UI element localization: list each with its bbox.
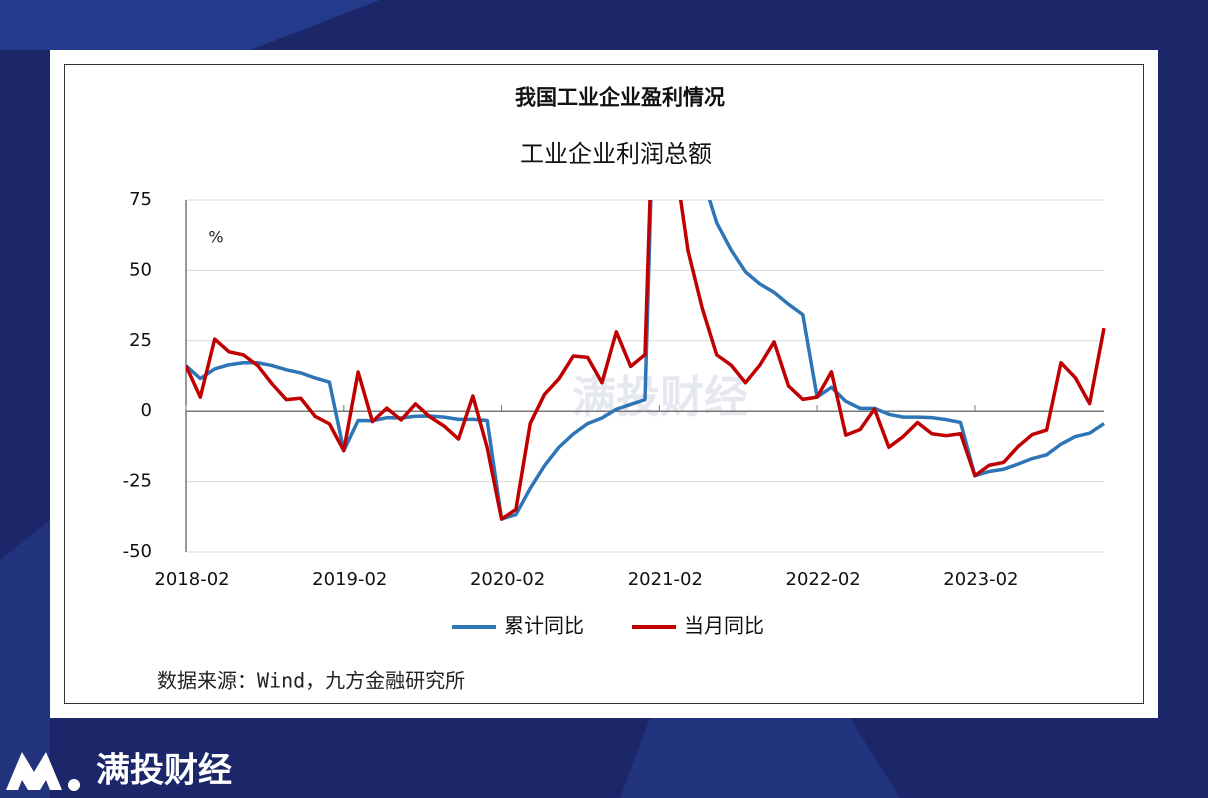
plot-area [186, 200, 1106, 521]
x-tick-label: 2021-02 [628, 569, 703, 590]
legend-label: 当月同比 [684, 614, 764, 638]
x-tick-label: 2020-02 [470, 569, 545, 590]
x-tick-label: 2018-02 [154, 569, 229, 590]
logo-text: 满投财经 [96, 751, 232, 791]
chart-title: 我国工业企业盈利情况 [515, 85, 725, 110]
y-tick-label: -25 [123, 471, 152, 492]
x-tick-label: 2022-02 [786, 569, 861, 590]
bg-shape [0, 520, 50, 798]
source-note: 数据来源：Wind，九方金融研究所 [157, 669, 465, 693]
logo-icon [6, 752, 62, 790]
y-tick-label: 0 [141, 400, 152, 421]
bg-shape [0, 0, 380, 50]
legend-label: 累计同比 [504, 614, 584, 638]
y-unit: % [208, 228, 223, 247]
y-tick-label: 25 [129, 330, 152, 351]
x-tick-label: 2019-02 [312, 569, 387, 590]
series-line [186, 200, 1106, 521]
frame [64, 64, 1144, 704]
y-tick-label: 75 [129, 189, 152, 210]
panel [50, 50, 1158, 718]
chart-subtitle: 工业企业利润总额 [520, 140, 712, 168]
y-tick-label: 50 [129, 259, 152, 280]
x-tick-label: 2023-02 [943, 569, 1018, 590]
series-line [186, 200, 1105, 521]
y-tick-label: -50 [123, 541, 152, 562]
bg-shape [620, 718, 900, 798]
logo-dot [68, 779, 80, 791]
